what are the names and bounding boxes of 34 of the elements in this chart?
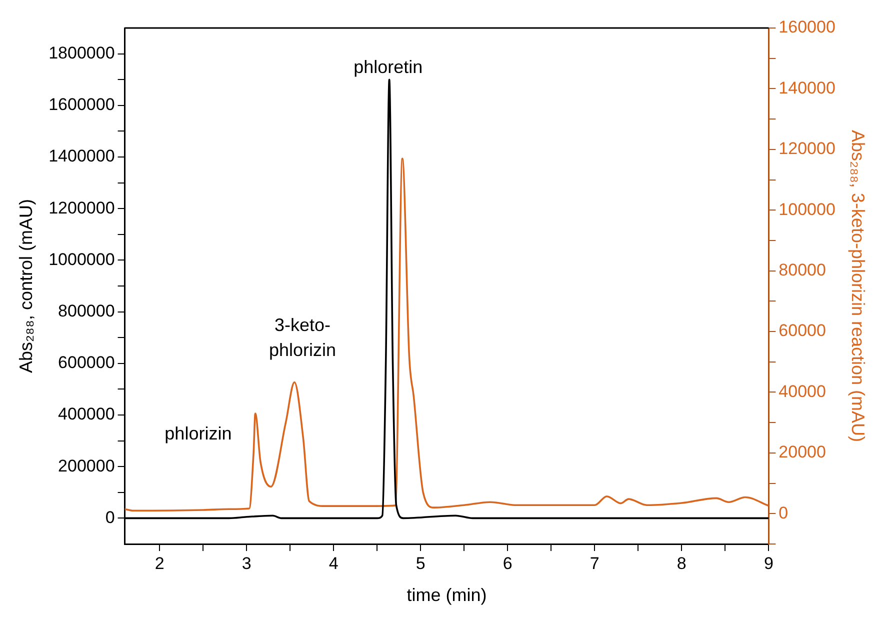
x-tick-label: 5 bbox=[416, 554, 426, 573]
y-tick-label: 1800000 bbox=[48, 43, 115, 62]
y2-tick-label: 80000 bbox=[778, 260, 826, 280]
x-tick-label: 7 bbox=[590, 554, 600, 573]
x-tick-label: 8 bbox=[676, 554, 686, 573]
y2-axis-title: Abs₂₈₈, 3-keto-phlorizin reaction (mAU) bbox=[848, 130, 868, 442]
annotation: 3-keto- phlorizin bbox=[268, 315, 336, 360]
y2-tick-label: 60000 bbox=[778, 321, 826, 340]
x-tick-label: 2 bbox=[154, 554, 164, 573]
x-axis-title: time (min) bbox=[406, 585, 487, 606]
y2-tick-label: 20000 bbox=[778, 442, 826, 462]
y-tick-label: 1200000 bbox=[48, 198, 115, 218]
y-tick-label: 800000 bbox=[58, 301, 115, 320]
y-tick-label: 200000 bbox=[58, 456, 115, 476]
annotation: phloretin bbox=[354, 57, 423, 78]
y-axis-title: Abs₂₈₈, control (mAU) bbox=[16, 199, 36, 373]
y-tick-label: 1000000 bbox=[48, 250, 115, 269]
y2-tick-label: 0 bbox=[778, 503, 788, 522]
x-tick-label: 4 bbox=[328, 554, 338, 573]
y2-tick-label: 120000 bbox=[778, 139, 836, 158]
y-tick-label: 1600000 bbox=[48, 95, 115, 114]
x-tick-label: 9 bbox=[764, 554, 774, 573]
y2-tick-label: 100000 bbox=[778, 200, 836, 219]
y-tick-label: 400000 bbox=[58, 404, 115, 424]
x-tick-label: 6 bbox=[502, 554, 512, 573]
y2-tick-label: 140000 bbox=[778, 78, 836, 98]
annotation: phlorizin bbox=[164, 424, 232, 444]
y-tick-label: 1400000 bbox=[48, 146, 115, 166]
x-tick-label: 3 bbox=[242, 554, 252, 573]
y-tick-label: 0 bbox=[105, 508, 115, 527]
y2-tick-label: 160000 bbox=[778, 18, 836, 37]
line-series bbox=[124, 158, 769, 512]
y-tick-label: 600000 bbox=[58, 353, 115, 372]
y2-tick-label: 40000 bbox=[778, 382, 826, 401]
